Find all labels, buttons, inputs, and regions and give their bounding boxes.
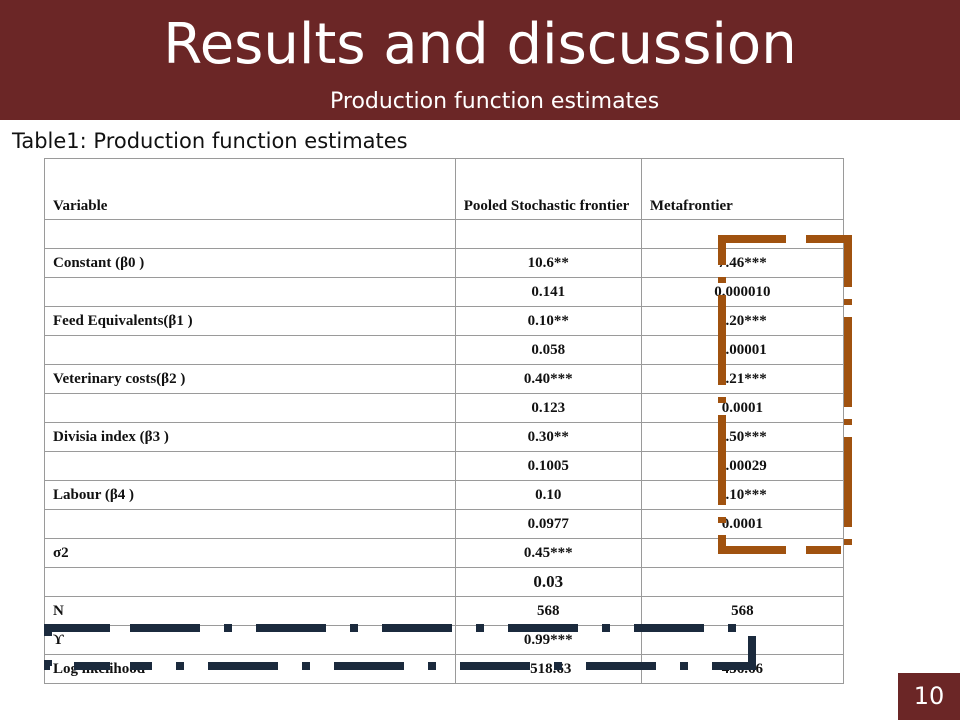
cell-meta: 0.10*** xyxy=(640,480,845,510)
cell-meta: 0.20*** xyxy=(640,306,845,336)
cell-meta xyxy=(640,538,845,568)
header-metafrontier: Metafrontier xyxy=(640,158,845,220)
cell-pooled: 0.10 xyxy=(454,480,642,510)
cell-variable xyxy=(44,567,456,597)
estimates-table: Variable Pooled Stochastic frontier Meta… xyxy=(44,158,845,684)
cell-variable: N xyxy=(44,596,456,626)
cell-variable xyxy=(44,277,456,307)
table-row: N 568 568 xyxy=(44,596,845,626)
cell-pooled xyxy=(454,219,642,249)
cell-variable: Constant (β0 ) xyxy=(44,248,456,278)
cell-meta: 0.0001 xyxy=(640,393,845,423)
table-row: ϒ 0.99*** xyxy=(44,625,845,655)
table-row: Feed Equivalents(β1 ) 0.10** 0.20*** xyxy=(44,306,845,336)
cell-variable xyxy=(44,509,456,539)
cell-meta xyxy=(640,625,845,655)
cell-pooled: 0.0977 xyxy=(454,509,642,539)
cell-variable xyxy=(44,451,456,481)
cell-pooled: 0.03 xyxy=(454,567,642,597)
cell-pooled: 0.058 xyxy=(454,335,642,365)
table-row: 0.141 0.000010 xyxy=(44,277,845,307)
page-number: 10 xyxy=(898,673,960,720)
cell-meta: 0.000010 xyxy=(640,277,845,307)
cell-meta: 456.66 xyxy=(640,654,845,684)
table-row: 0.03 xyxy=(44,567,845,597)
table-row: Log likelihood -518.63 456.66 xyxy=(44,654,845,684)
cell-meta: 0.0001 xyxy=(640,509,845,539)
cell-variable xyxy=(44,393,456,423)
cell-pooled: -518.63 xyxy=(454,654,642,684)
header-variable: Variable xyxy=(44,158,456,220)
slide-title: Results and discussion xyxy=(163,12,797,77)
cell-pooled: 0.123 xyxy=(454,393,642,423)
cell-variable: Feed Equivalents(β1 ) xyxy=(44,306,456,336)
cell-meta: 0.21*** xyxy=(640,364,845,394)
cell-variable: Veterinary costs(β2 ) xyxy=(44,364,456,394)
table-caption: Table1: Production function estimates xyxy=(0,124,418,158)
cell-meta: 568 xyxy=(640,596,845,626)
cell-variable xyxy=(44,335,456,365)
table-row: Constant (β0 ) 10.6** 7.46*** xyxy=(44,248,845,278)
cell-meta: 7.46*** xyxy=(640,248,845,278)
cell-pooled: 0.99*** xyxy=(454,625,642,655)
table-row: 0.1005 0.00029 xyxy=(44,451,845,481)
cell-pooled: 568 xyxy=(454,596,642,626)
cell-pooled: 0.1005 xyxy=(454,451,642,481)
table-row xyxy=(44,219,845,249)
cell-variable: Labour (β4 ) xyxy=(44,480,456,510)
table-row: 0.0977 0.0001 xyxy=(44,509,845,539)
cell-variable: Divisia index (β3 ) xyxy=(44,422,456,452)
cell-variable: ϒ xyxy=(44,625,456,655)
table-row: 0.123 0.0001 xyxy=(44,393,845,423)
cell-pooled: 0.45*** xyxy=(454,538,642,568)
table-header-row: Variable Pooled Stochastic frontier Meta… xyxy=(44,158,845,220)
table-row: σ2 0.45*** xyxy=(44,538,845,568)
slide-header xyxy=(0,0,960,120)
cell-pooled: 0.10** xyxy=(454,306,642,336)
cell-pooled: 0.141 xyxy=(454,277,642,307)
cell-pooled: 0.30** xyxy=(454,422,642,452)
header-pooled-frontier: Pooled Stochastic frontier xyxy=(454,158,642,220)
table-row: Labour (β4 ) 0.10 0.10*** xyxy=(44,480,845,510)
table-row: Veterinary costs(β2 ) 0.40*** 0.21*** xyxy=(44,364,845,394)
table-row: 0.058 0.00001 xyxy=(44,335,845,365)
cell-meta: 0.50*** xyxy=(640,422,845,452)
cell-pooled: 10.6** xyxy=(454,248,642,278)
cell-variable xyxy=(44,219,456,249)
cell-meta xyxy=(640,567,845,597)
cell-variable: Log likelihood xyxy=(44,654,456,684)
slide-subtitle: Production function estimates xyxy=(330,89,660,114)
table-row: Divisia index (β3 ) 0.30** 0.50*** xyxy=(44,422,845,452)
cell-meta: 0.00001 xyxy=(640,335,845,365)
cell-variable: σ2 xyxy=(44,538,456,568)
cell-meta: 0.00029 xyxy=(640,451,845,481)
cell-pooled: 0.40*** xyxy=(454,364,642,394)
cell-meta xyxy=(640,219,845,249)
